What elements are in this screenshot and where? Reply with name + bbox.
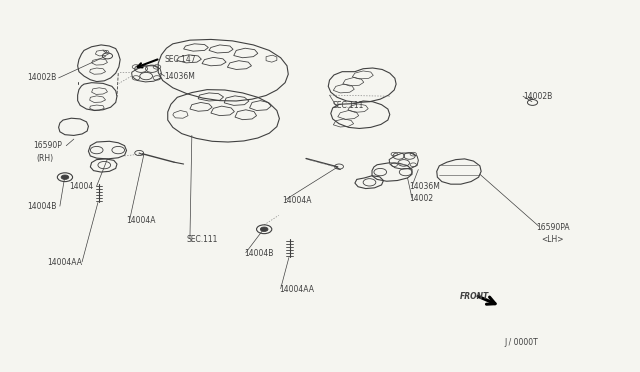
Text: J / 0000T: J / 0000T bbox=[504, 339, 538, 347]
Text: 14036M: 14036M bbox=[164, 71, 195, 81]
Text: SEC.111: SEC.111 bbox=[187, 235, 218, 244]
Text: (RH): (RH) bbox=[36, 154, 54, 163]
Circle shape bbox=[260, 227, 268, 231]
Text: <LH>: <LH> bbox=[541, 235, 563, 244]
Text: 14004AA: 14004AA bbox=[47, 259, 82, 267]
Text: 14002: 14002 bbox=[409, 193, 433, 203]
Text: 14004B: 14004B bbox=[27, 202, 56, 211]
Text: 14002B: 14002B bbox=[28, 73, 57, 83]
Circle shape bbox=[61, 175, 68, 179]
Text: 16590PA: 16590PA bbox=[536, 222, 570, 231]
Text: 14004: 14004 bbox=[69, 182, 93, 190]
Text: SEC.111: SEC.111 bbox=[333, 101, 364, 110]
Text: SEC.147: SEC.147 bbox=[164, 55, 196, 64]
Text: 14004A: 14004A bbox=[127, 216, 156, 225]
Text: 14004AA: 14004AA bbox=[279, 285, 314, 294]
Text: 16590P: 16590P bbox=[33, 141, 62, 150]
Text: 14002B: 14002B bbox=[523, 92, 552, 101]
Text: 14004B: 14004B bbox=[244, 249, 273, 258]
Text: 14036M: 14036M bbox=[409, 182, 440, 190]
Text: FRONT: FRONT bbox=[460, 292, 489, 301]
Text: 14004A: 14004A bbox=[282, 196, 312, 205]
